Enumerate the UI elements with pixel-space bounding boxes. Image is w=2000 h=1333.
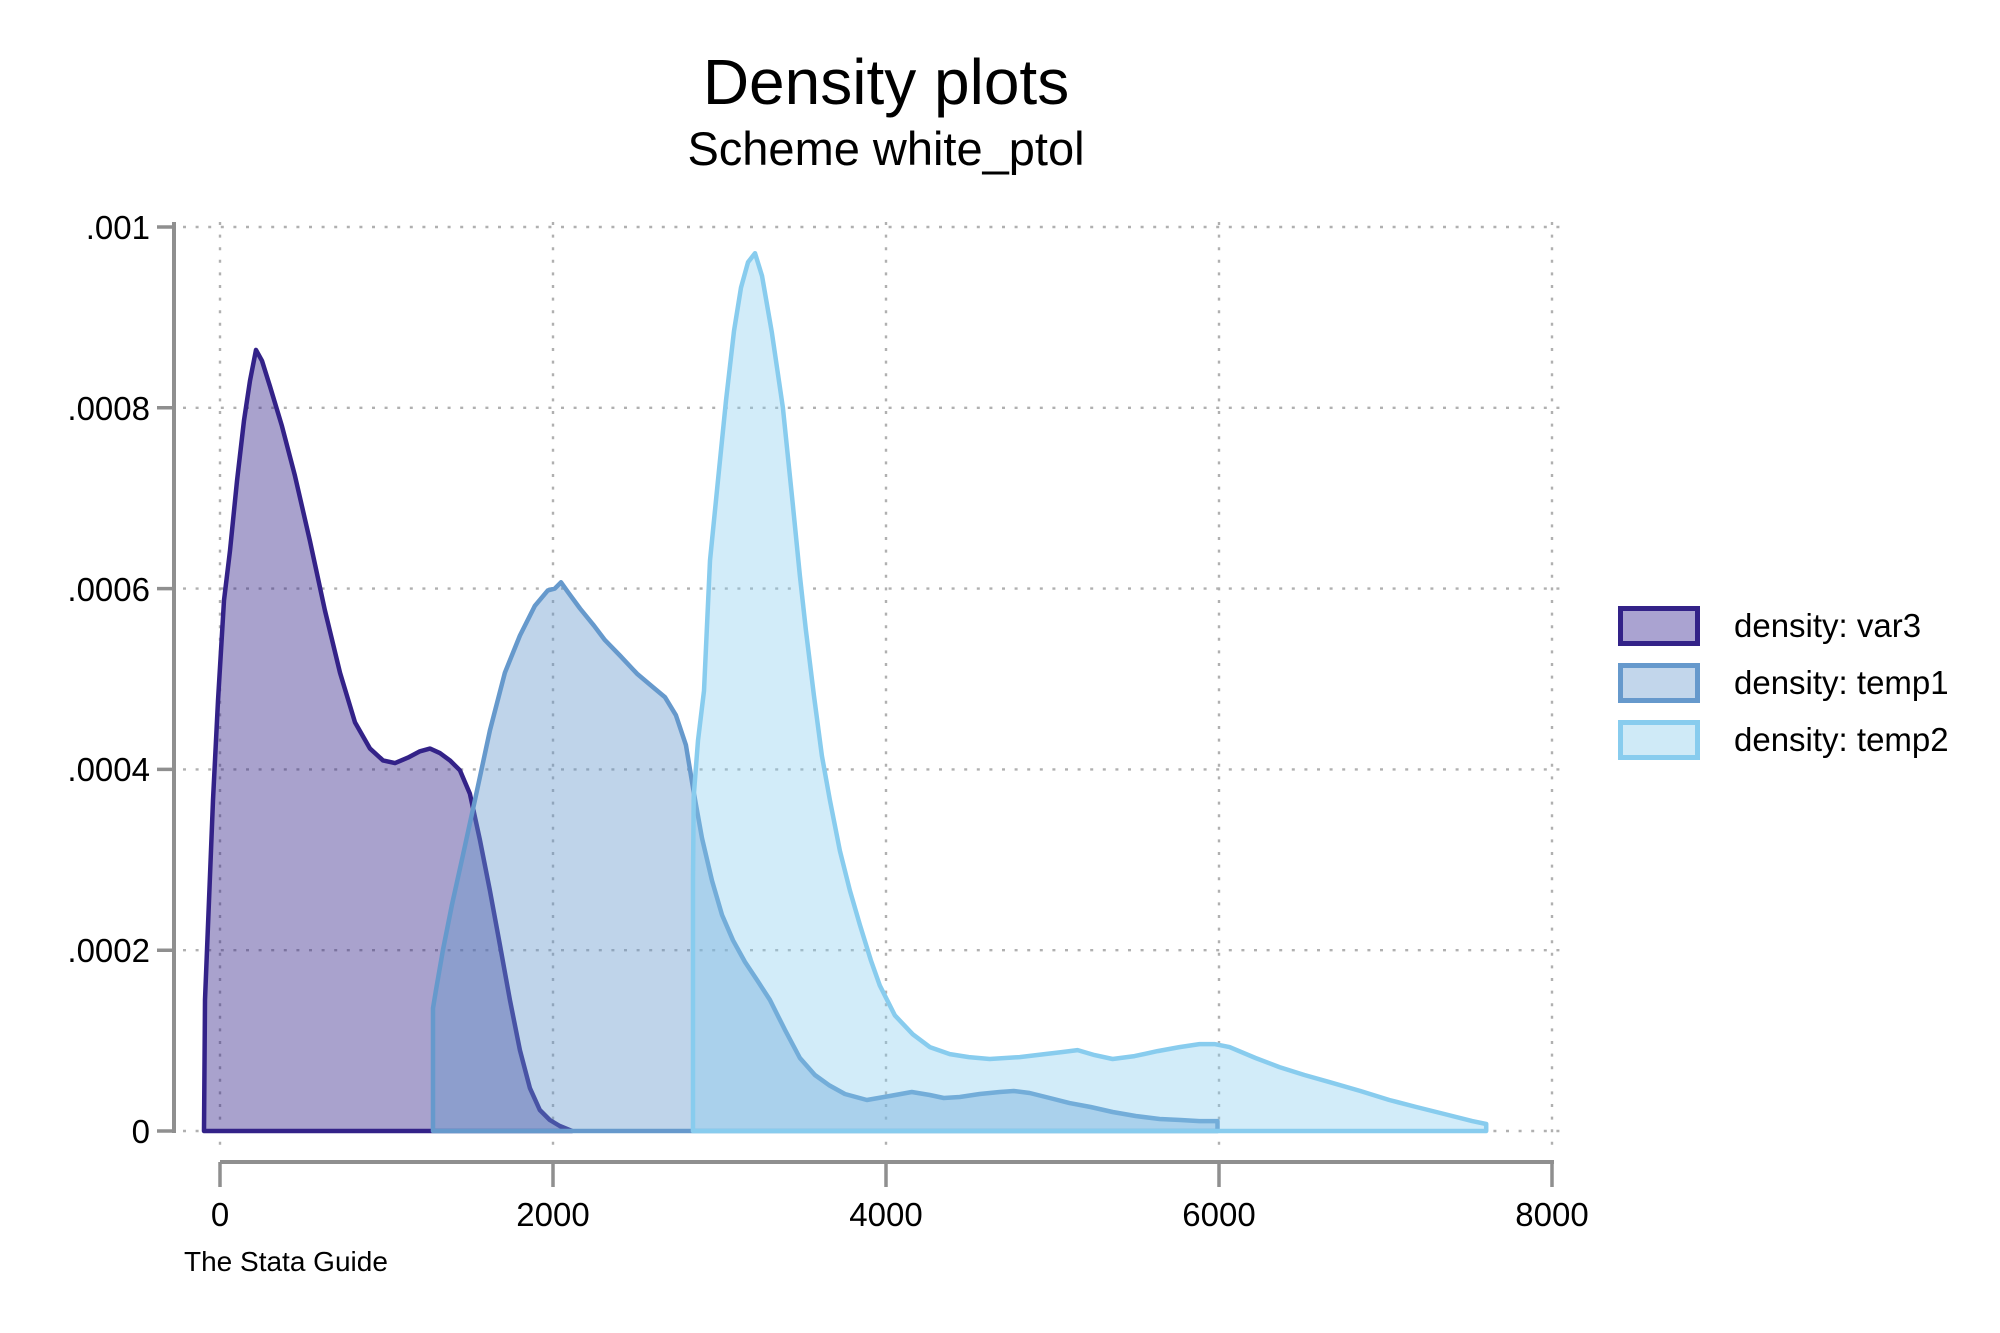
y-tick-label-.0004: .0004 (67, 751, 150, 789)
legend-label-temp1: density: temp1 (1734, 664, 1949, 701)
y-tick-label-.0008: .0008 (67, 389, 150, 427)
x-tick-label-4000: 4000 (849, 1196, 923, 1233)
x-tick-label-0: 0 (210, 1196, 230, 1233)
legend-swatch-var3 (1618, 606, 1700, 646)
legend: density: var3 density: temp1 density: te… (1618, 606, 1949, 777)
y-tick-label-0: 0 (131, 1113, 150, 1150)
legend-swatch-temp1 (1618, 663, 1700, 703)
legend-swatch-temp2 (1618, 720, 1700, 760)
density-curve-temp2 (690, 250, 1489, 1134)
x-tick-label-8000: 8000 (1515, 1196, 1589, 1233)
x-tick-label-2000: 2000 (516, 1196, 590, 1233)
legend-label-temp2: density: temp2 (1734, 721, 1949, 758)
y-tick-label-.0006: .0006 (67, 570, 150, 608)
x-tick-label-6000: 6000 (1182, 1196, 1256, 1233)
chart-note: The Stata Guide (184, 1246, 388, 1277)
legend-row-var3: density: var3 (1618, 606, 1949, 646)
legend-label-var3: density: var3 (1734, 607, 1922, 644)
chart-title: Density plots (702, 46, 1070, 118)
chart-subtitle: Scheme white_ptol (687, 122, 1085, 175)
density-curve-var3 (201, 347, 575, 1134)
y-tick-label-.0002: .0002 (67, 932, 150, 970)
density-curve-temp1 (430, 580, 1220, 1134)
legend-row-temp2: density: temp2 (1618, 720, 1949, 760)
legend-row-temp1: density: temp1 (1618, 663, 1949, 703)
y-tick-label-.001: .001 (85, 209, 150, 246)
